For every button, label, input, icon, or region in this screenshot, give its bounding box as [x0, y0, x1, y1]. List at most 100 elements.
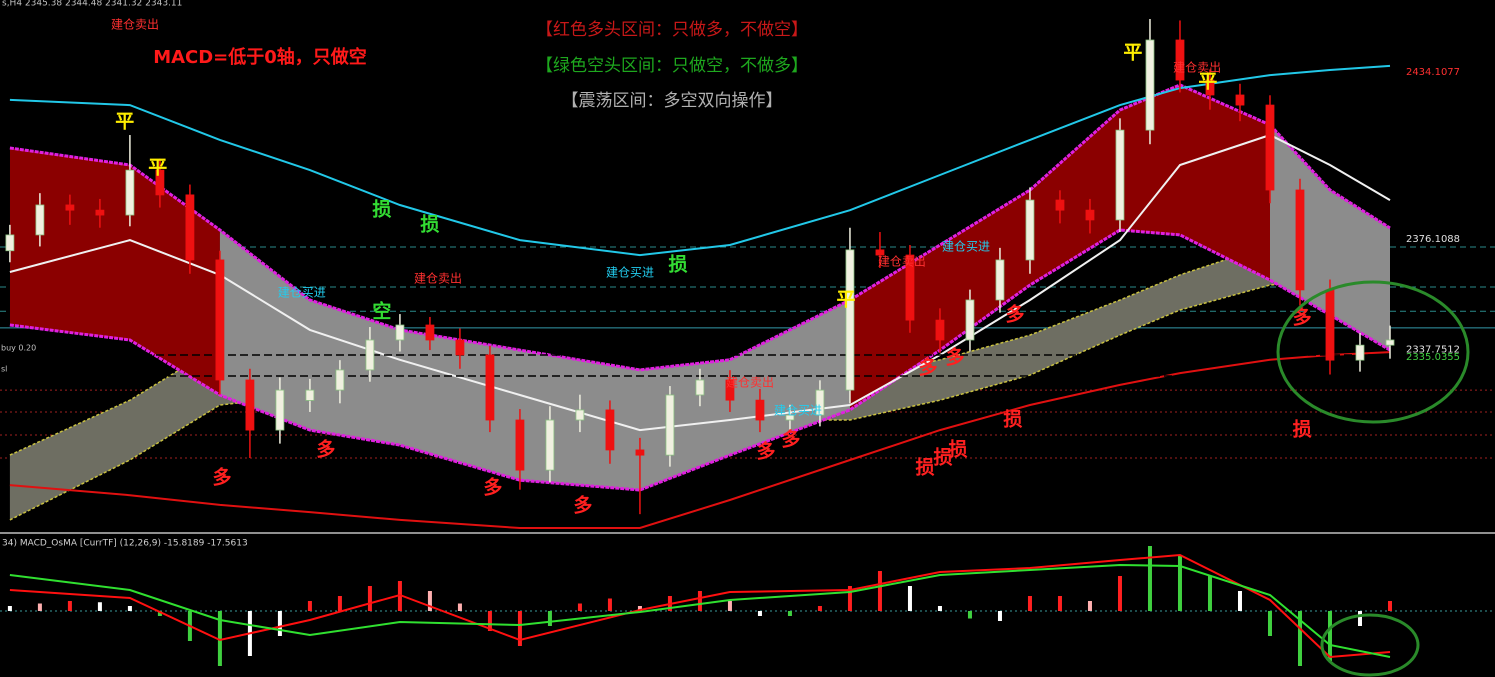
candle-body [875, 249, 885, 256]
histogram-bar [277, 611, 282, 636]
highlight-ellipse [1276, 280, 1470, 424]
price-tag: 2337.7512 [1406, 344, 1460, 355]
candle-body [1205, 79, 1215, 96]
candle-body [635, 449, 645, 456]
candle-body [755, 399, 765, 421]
annotation: 损 [372, 199, 391, 221]
annotation: 建仓卖出 [1173, 60, 1221, 74]
candle-body [1265, 104, 1275, 191]
note: MACD=低于0轴，只做空 [153, 46, 367, 68]
candle-body [965, 299, 975, 341]
price-tag: 2335.0355 [1406, 352, 1460, 363]
histogram-bar [37, 603, 42, 611]
histogram-bar [577, 603, 582, 611]
candle-body [575, 409, 585, 421]
note: 【绿色空头区间：只做空，不做多】 [536, 56, 808, 76]
histogram-bar [1147, 546, 1152, 611]
histogram-bar [1297, 611, 1302, 666]
candle-body [1145, 39, 1155, 131]
candle-body [5, 234, 15, 252]
annotation: 建仓买进 [278, 286, 326, 300]
annotation: 多 [756, 439, 775, 462]
band-fill [9, 148, 220, 396]
histogram-bar [67, 601, 72, 611]
histogram-bar [757, 611, 762, 616]
candle-body [485, 354, 495, 421]
band-line [9, 83, 1391, 372]
histogram-bar [1087, 601, 1092, 611]
candle-body [1175, 39, 1185, 81]
histogram-bar [877, 571, 882, 611]
histogram-bar [937, 606, 942, 611]
annotation: 建仓卖出 [414, 271, 462, 285]
histogram-bar [487, 611, 492, 631]
candle-body [125, 169, 135, 216]
histogram-bar [427, 591, 432, 611]
note: 【震荡区间：多空双向操作】 [562, 91, 783, 111]
candle-body [275, 389, 285, 431]
histogram-bar [1177, 556, 1182, 611]
candle-body [935, 319, 945, 341]
price-tag: 2376.1088 [1406, 234, 1460, 245]
annotation: 建仓卖出 [878, 254, 926, 268]
candle-body [815, 389, 825, 416]
annotation: 多 [573, 494, 592, 517]
annotation: 多 [483, 475, 502, 498]
annotation: 空 [372, 300, 391, 323]
candle-body [995, 259, 1005, 301]
annotation: 平 [1198, 71, 1217, 93]
histogram-bar [1237, 591, 1242, 611]
order-label: buy 0.20 [1, 343, 36, 352]
annotation: 损 [420, 214, 439, 236]
annotation: 建仓买进 [606, 265, 654, 279]
candle-body [365, 339, 375, 371]
candle-body [725, 379, 735, 401]
histogram-bar [217, 611, 222, 666]
annotation: 损 [948, 438, 967, 460]
annotation: 建仓买进 [942, 240, 990, 254]
candle-body [1235, 94, 1245, 106]
histogram-bar [607, 598, 612, 611]
annotation: 多 [781, 427, 800, 450]
histogram-bar [907, 586, 912, 611]
histogram-bar [367, 586, 372, 611]
annotation: 建仓卖出 [726, 375, 774, 389]
candle-body [245, 379, 255, 431]
histogram-bar [1267, 611, 1272, 636]
histogram-bar [1357, 611, 1362, 626]
candle-body [1355, 344, 1365, 361]
candle-body [1025, 199, 1035, 261]
note: 【红色多头区间：只做多，不做空】 [536, 20, 808, 40]
candle-body [95, 209, 105, 216]
candle-body [695, 379, 705, 396]
histogram-bar [637, 606, 642, 611]
macd-line [9, 553, 1391, 659]
histogram-bar [697, 591, 702, 611]
candle-body [1055, 199, 1065, 211]
indicator-line [9, 64, 1391, 257]
candle-body [545, 419, 555, 471]
histogram-bar [1207, 576, 1212, 611]
annotation: 平 [837, 288, 856, 310]
candle-body [605, 409, 615, 451]
histogram-bar [787, 611, 792, 616]
histogram-bar [517, 611, 522, 646]
band-line [9, 228, 1391, 492]
highlight-ellipse [1320, 613, 1420, 677]
histogram-bar [997, 611, 1002, 621]
indicator-line [9, 351, 1391, 529]
candle-body [1295, 189, 1305, 291]
candle-body [905, 254, 915, 321]
candle-body [155, 169, 165, 196]
annotation: 损 [1003, 409, 1022, 431]
annotation: 损 [915, 457, 934, 479]
candle-body [335, 369, 345, 391]
histogram-bar [1027, 596, 1032, 611]
candle-body [425, 324, 435, 341]
annotation: 平 [115, 111, 134, 133]
candle-body [35, 204, 45, 236]
histogram-bar [847, 586, 852, 611]
macd-title: 34) MACD_OsMA [CurrTF] (12,26,9) -15.818… [2, 539, 248, 549]
histogram-bar [1327, 611, 1332, 661]
annotation: 多 [1005, 302, 1024, 325]
